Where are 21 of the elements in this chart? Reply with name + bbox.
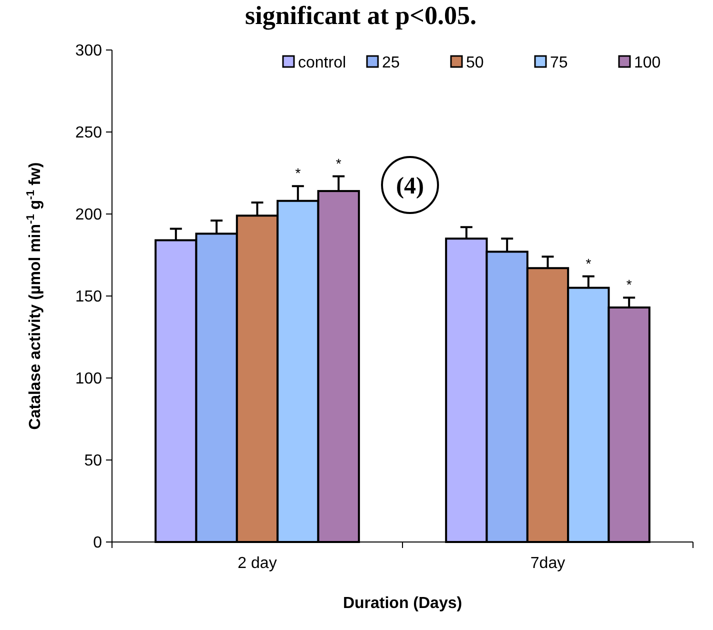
- legend-label: 25: [382, 54, 400, 72]
- legend-label: 100: [634, 54, 661, 72]
- y-tick-label: 300: [75, 42, 102, 60]
- annotation: (4): [396, 173, 424, 200]
- y-tick-label: 200: [75, 206, 102, 224]
- x-axis-title: Duration (Days): [342, 595, 462, 612]
- data-label: *: [626, 276, 632, 293]
- y-tick-label: 150: [75, 288, 102, 306]
- x-tick-label: 2 day: [238, 555, 277, 572]
- y-tick-label: 0: [93, 534, 102, 552]
- data-label: *: [336, 155, 342, 172]
- y-tick-label: 50: [84, 452, 102, 470]
- data-label: *: [586, 255, 592, 272]
- chart-title: significant at p<0.05.: [245, 1, 476, 30]
- legend-label: control: [298, 54, 346, 72]
- x-tick-label: 7day: [530, 555, 566, 572]
- y-tick-label: 100: [75, 370, 102, 388]
- data-label: *: [295, 165, 302, 182]
- legend-label: 75: [550, 54, 568, 72]
- y-tick-label: 250: [75, 124, 102, 142]
- legend-label: 50: [466, 54, 484, 72]
